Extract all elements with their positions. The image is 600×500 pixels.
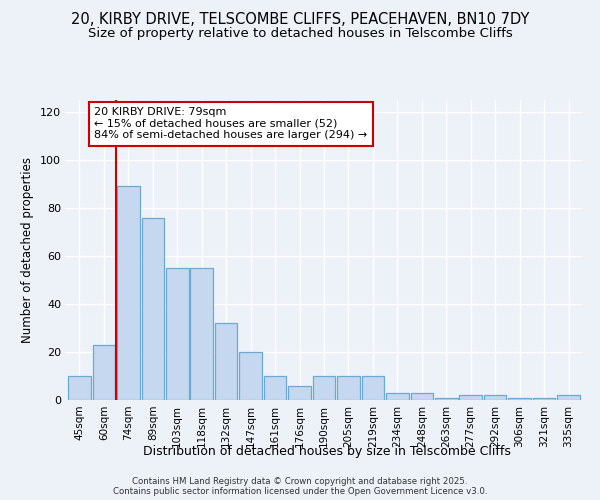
- Bar: [410, 393, 433, 400]
- Bar: [313, 376, 335, 400]
- Bar: [508, 398, 531, 400]
- Bar: [362, 376, 384, 400]
- Bar: [435, 398, 458, 400]
- Bar: [484, 395, 506, 400]
- Text: Size of property relative to detached houses in Telscombe Cliffs: Size of property relative to detached ho…: [88, 28, 512, 40]
- Text: 20 KIRBY DRIVE: 79sqm
← 15% of detached houses are smaller (52)
84% of semi-deta: 20 KIRBY DRIVE: 79sqm ← 15% of detached …: [94, 107, 367, 140]
- Bar: [142, 218, 164, 400]
- Bar: [557, 395, 580, 400]
- Bar: [92, 345, 115, 400]
- Bar: [337, 376, 360, 400]
- Text: 20, KIRBY DRIVE, TELSCOMBE CLIFFS, PEACEHAVEN, BN10 7DY: 20, KIRBY DRIVE, TELSCOMBE CLIFFS, PEACE…: [71, 12, 529, 28]
- Y-axis label: Number of detached properties: Number of detached properties: [22, 157, 34, 343]
- Bar: [215, 323, 238, 400]
- Bar: [288, 386, 311, 400]
- Bar: [190, 268, 213, 400]
- Bar: [386, 393, 409, 400]
- Bar: [68, 376, 91, 400]
- Bar: [239, 352, 262, 400]
- Bar: [166, 268, 188, 400]
- Bar: [533, 398, 556, 400]
- Bar: [117, 186, 140, 400]
- Text: Distribution of detached houses by size in Telscombe Cliffs: Distribution of detached houses by size …: [143, 444, 511, 458]
- Text: Contains HM Land Registry data © Crown copyright and database right 2025.
Contai: Contains HM Land Registry data © Crown c…: [113, 476, 487, 496]
- Bar: [264, 376, 286, 400]
- Bar: [460, 395, 482, 400]
